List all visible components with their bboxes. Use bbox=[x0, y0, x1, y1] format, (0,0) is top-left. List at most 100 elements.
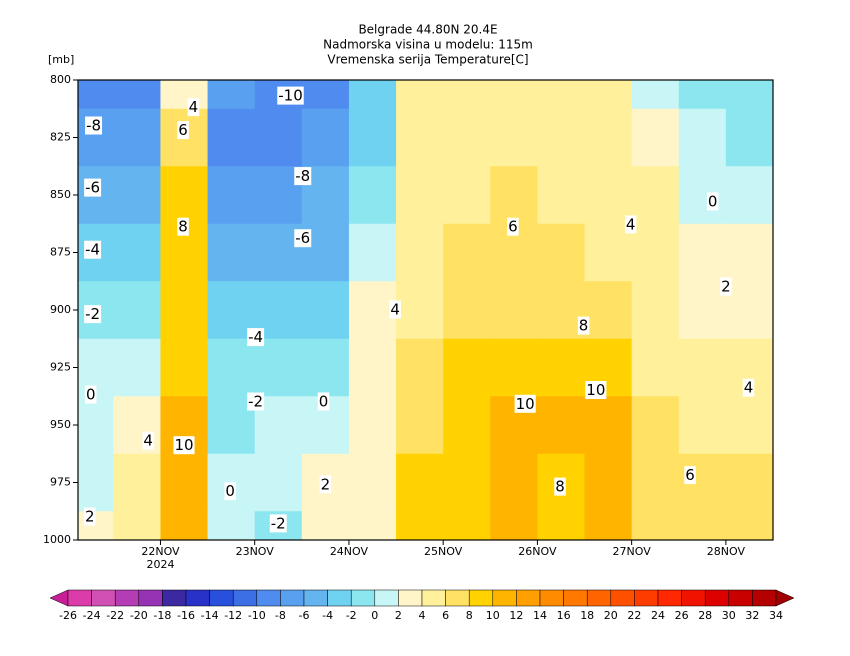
colorbar-label: 26 bbox=[675, 609, 689, 622]
x-tick-label: 23NOV bbox=[236, 545, 275, 558]
contour-label: 0 bbox=[225, 482, 235, 500]
colorbar-label: 32 bbox=[745, 609, 759, 622]
field-cell bbox=[584, 108, 633, 167]
contour-label: 8 bbox=[178, 218, 188, 236]
y-tick-label: 1000 bbox=[43, 533, 71, 546]
contour-label-bg bbox=[317, 392, 330, 411]
colorbar-box bbox=[563, 589, 588, 607]
colorbar-box bbox=[256, 589, 281, 607]
colorbar-label: 18 bbox=[580, 609, 594, 622]
contour-label-bg bbox=[247, 328, 265, 347]
field-cell bbox=[678, 511, 727, 540]
field-cell bbox=[207, 108, 256, 167]
field-cell bbox=[78, 396, 114, 455]
field-cell bbox=[207, 511, 256, 540]
field-cell bbox=[631, 223, 680, 282]
field-cell bbox=[537, 108, 586, 167]
field-cell bbox=[348, 223, 397, 282]
field-cell bbox=[443, 223, 491, 282]
field-cell bbox=[631, 80, 680, 110]
contour-label-bg bbox=[142, 431, 154, 450]
contour-label: -6 bbox=[295, 229, 310, 247]
contour-label: 2 bbox=[321, 475, 331, 493]
field-cell bbox=[207, 223, 256, 282]
colorbar-box bbox=[610, 589, 635, 607]
title-line: Vremenska serija Temperature[C] bbox=[327, 53, 528, 67]
field-cell bbox=[113, 166, 161, 225]
y-tick-label: 925 bbox=[50, 361, 71, 374]
field-cell bbox=[348, 281, 397, 340]
field-cell bbox=[301, 511, 350, 540]
field-cell bbox=[725, 281, 773, 340]
field-cell bbox=[301, 338, 350, 397]
contour-label-bg bbox=[84, 240, 102, 259]
colorbar-label: -10 bbox=[248, 609, 266, 622]
y-tick-label: 975 bbox=[50, 476, 71, 489]
colorbar-box bbox=[681, 589, 706, 607]
field-cell bbox=[490, 166, 538, 225]
contour-label-bg bbox=[84, 385, 97, 404]
field-cell bbox=[537, 511, 586, 540]
field-cell bbox=[631, 453, 680, 512]
colorbar-label: -26 bbox=[59, 609, 77, 622]
field-cell bbox=[254, 108, 303, 167]
contour-label-bg bbox=[294, 167, 312, 186]
colorbar-label: 4 bbox=[419, 609, 426, 622]
field-cell bbox=[631, 281, 680, 340]
field-cell bbox=[348, 108, 397, 167]
colorbar-box bbox=[91, 589, 116, 607]
field-cell bbox=[160, 453, 209, 512]
y-tick-label: 875 bbox=[50, 246, 71, 259]
contour-label: -2 bbox=[271, 514, 286, 532]
colorbar-box bbox=[209, 589, 234, 607]
colorbar-label: 8 bbox=[466, 609, 473, 622]
colorbar-box bbox=[421, 589, 446, 607]
field-cell bbox=[207, 80, 256, 110]
colorbar-box bbox=[539, 589, 564, 607]
colorbar-label: 34 bbox=[769, 609, 783, 622]
colorbar-label: 16 bbox=[557, 609, 571, 622]
colorbar-label: 10 bbox=[486, 609, 500, 622]
contour-label-bg bbox=[624, 215, 637, 234]
field-cell bbox=[678, 396, 727, 455]
contour-label: 4 bbox=[189, 98, 199, 116]
contour-label: -2 bbox=[85, 305, 100, 323]
contour-label: 4 bbox=[626, 215, 636, 233]
colorbar-label: 20 bbox=[604, 609, 618, 622]
field-cell bbox=[443, 108, 491, 167]
field-cell bbox=[396, 108, 444, 167]
field-cell bbox=[301, 80, 350, 110]
colorbar-box bbox=[704, 589, 730, 607]
contour-label: 6 bbox=[685, 466, 695, 484]
field-cell bbox=[584, 223, 633, 282]
field-cell bbox=[725, 223, 773, 282]
colorbar-label: 22 bbox=[627, 609, 641, 622]
colorbar-label: -6 bbox=[299, 609, 310, 622]
contour-label: 10 bbox=[174, 436, 193, 454]
colorbar-over bbox=[775, 589, 795, 607]
colorbar-box bbox=[374, 589, 399, 607]
field-cell bbox=[725, 511, 773, 540]
contour-label-bg bbox=[507, 217, 519, 236]
field-cell bbox=[160, 80, 209, 110]
contour-label-bg bbox=[319, 475, 332, 494]
colorbar-box bbox=[516, 589, 541, 607]
colorbar-under bbox=[49, 589, 69, 607]
y-tick-label: 825 bbox=[50, 131, 71, 144]
field-cell bbox=[678, 80, 727, 110]
x-tick-label: 27NOV bbox=[613, 545, 652, 558]
colorbar-label: 12 bbox=[509, 609, 523, 622]
colorbar-box bbox=[327, 589, 352, 607]
colorbar-box bbox=[67, 589, 92, 607]
colorbar-label: 30 bbox=[722, 609, 736, 622]
colorbar-label: -20 bbox=[130, 609, 148, 622]
colorbar-label: -4 bbox=[322, 609, 333, 622]
contour-label-bg bbox=[389, 300, 401, 319]
colorbar-box bbox=[303, 589, 328, 607]
field-cell bbox=[584, 511, 633, 540]
field-cell bbox=[301, 108, 350, 167]
colorbar-label: 24 bbox=[651, 609, 665, 622]
field-cell bbox=[348, 453, 397, 512]
contour-label-bg bbox=[294, 229, 312, 248]
